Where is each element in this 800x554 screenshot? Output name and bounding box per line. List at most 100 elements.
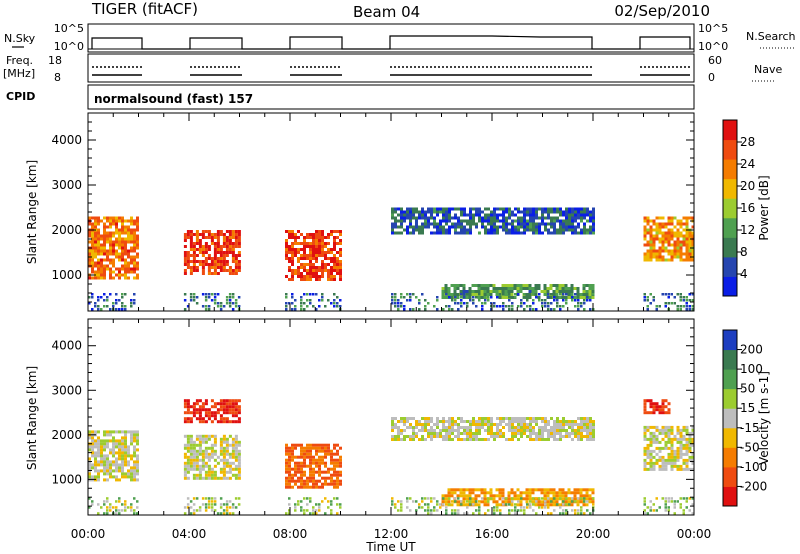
clutter-cell bbox=[646, 296, 649, 299]
echo-cell bbox=[198, 473, 202, 477]
clutter-cell bbox=[547, 497, 550, 500]
echo-cell bbox=[649, 443, 653, 447]
echo-cell bbox=[133, 231, 136, 235]
clutter-cell bbox=[210, 293, 214, 296]
clutter-cell bbox=[421, 293, 424, 296]
echo-cell bbox=[534, 503, 538, 507]
echo-cell bbox=[327, 482, 330, 486]
clutter-cell bbox=[679, 299, 682, 302]
echo-cell bbox=[505, 222, 508, 226]
clutter-cell bbox=[207, 308, 211, 311]
echo-cell bbox=[424, 222, 427, 226]
echo-cell bbox=[318, 479, 321, 483]
echo-cell bbox=[649, 255, 653, 259]
echo-cell bbox=[204, 449, 208, 453]
clutter-cell bbox=[330, 512, 333, 515]
echo-cell bbox=[556, 216, 559, 220]
echo-cell bbox=[324, 251, 327, 254]
echo-cell bbox=[228, 470, 232, 474]
echo-cell bbox=[315, 248, 318, 251]
clutter-cell bbox=[213, 509, 217, 512]
echo-cell bbox=[115, 439, 118, 443]
echo-cell bbox=[225, 230, 229, 233]
echo-cell bbox=[391, 228, 394, 232]
echo-cell bbox=[409, 213, 412, 217]
clutter-cell bbox=[535, 512, 538, 515]
clutter-cell bbox=[234, 497, 238, 500]
echo-cell bbox=[213, 443, 217, 447]
echo-cell bbox=[88, 463, 91, 467]
echo-cell bbox=[306, 278, 309, 281]
echo-cell bbox=[136, 273, 139, 277]
echo-cell bbox=[219, 402, 223, 406]
echo-cell bbox=[291, 236, 294, 239]
clutter-cell bbox=[475, 500, 478, 503]
echo-cell bbox=[591, 491, 595, 495]
echo-cell bbox=[559, 219, 562, 223]
echo-cell bbox=[124, 267, 127, 271]
echo-cell bbox=[315, 461, 318, 465]
echo-cell bbox=[234, 449, 238, 453]
echo-cell bbox=[339, 239, 342, 242]
echo-cell bbox=[91, 252, 94, 256]
clutter-cell bbox=[406, 293, 409, 296]
echo-cell bbox=[186, 420, 190, 424]
echo-cell bbox=[424, 225, 427, 229]
echo-cell bbox=[228, 408, 232, 412]
echo-cell bbox=[652, 408, 656, 412]
echo-cell bbox=[574, 420, 577, 423]
echo-cell bbox=[231, 236, 235, 239]
clutter-cell bbox=[294, 503, 297, 506]
freq-left-tick-bottom: 8 bbox=[54, 71, 61, 84]
clutter-cell bbox=[436, 296, 439, 299]
echo-cell bbox=[511, 429, 514, 432]
echo-cell bbox=[192, 254, 196, 257]
clutter-cell bbox=[490, 296, 493, 299]
echo-cell bbox=[583, 228, 586, 232]
clutter-cell bbox=[469, 299, 472, 302]
echo-cell bbox=[577, 225, 580, 229]
echo-cell bbox=[109, 249, 112, 253]
echo-cell bbox=[691, 461, 695, 465]
clutter-cell bbox=[228, 500, 232, 503]
echo-cell bbox=[574, 228, 577, 232]
echo-cell bbox=[588, 488, 592, 492]
echo-cell bbox=[403, 435, 406, 438]
echo-cell bbox=[136, 448, 139, 452]
echo-cell bbox=[532, 417, 535, 420]
echo-cell bbox=[558, 287, 562, 290]
clutter-cell bbox=[670, 302, 673, 305]
echo-cell bbox=[447, 488, 451, 492]
echo-cell bbox=[558, 284, 562, 287]
echo-cell bbox=[576, 491, 580, 495]
echo-cell bbox=[189, 239, 193, 242]
clutter-cell bbox=[652, 296, 655, 299]
echo-cell bbox=[183, 467, 187, 471]
echo-cell bbox=[303, 482, 306, 486]
echo-cell bbox=[222, 269, 226, 272]
echo-cell bbox=[459, 494, 463, 498]
clutter-cell bbox=[409, 308, 412, 311]
echo-cell bbox=[514, 429, 517, 432]
clutter-cell bbox=[466, 302, 469, 305]
echo-cell bbox=[321, 230, 324, 233]
echo-cell bbox=[237, 405, 241, 409]
clutter-cell bbox=[336, 497, 339, 500]
echo-cell bbox=[103, 246, 106, 250]
echo-cell bbox=[559, 435, 562, 438]
echo-cell bbox=[498, 503, 502, 507]
echo-cell bbox=[234, 437, 238, 441]
clutter-cell bbox=[565, 299, 568, 302]
clutter-cell bbox=[586, 299, 589, 302]
echo-cell bbox=[216, 272, 220, 275]
echo-cell bbox=[526, 228, 529, 232]
echo-cell bbox=[466, 228, 469, 232]
echo-cell bbox=[462, 287, 466, 290]
echo-cell bbox=[127, 225, 130, 229]
echo-cell bbox=[333, 458, 336, 462]
echo-cell bbox=[121, 264, 124, 268]
echo-cell bbox=[489, 284, 493, 287]
echo-cell bbox=[222, 263, 226, 266]
echo-cell bbox=[121, 445, 124, 449]
echo-cell bbox=[549, 488, 553, 492]
